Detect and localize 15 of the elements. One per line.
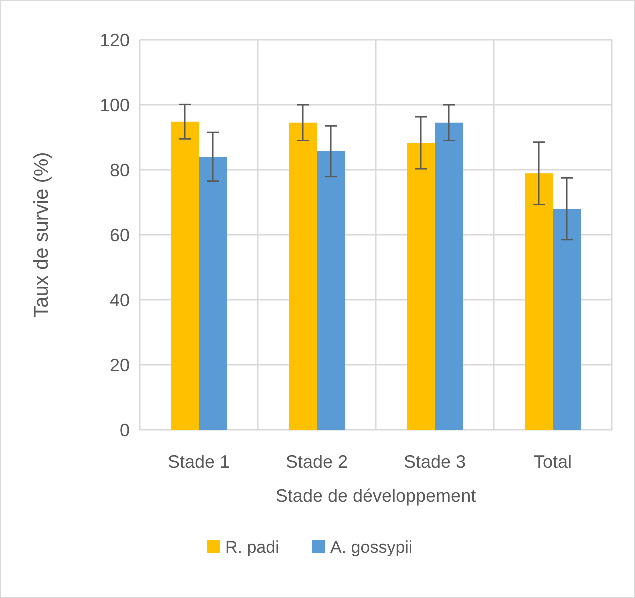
y-tick-label: 120 xyxy=(100,30,130,50)
y-tick-label: 80 xyxy=(110,160,130,180)
x-tick-label: Stade 1 xyxy=(168,452,230,472)
x-tick-label: Stade 2 xyxy=(286,452,348,472)
y-tick-label: 60 xyxy=(110,225,130,246)
y-tick-label: 20 xyxy=(110,355,130,376)
x-tick-label: Total xyxy=(534,452,572,472)
y-tick-label: 40 xyxy=(110,290,130,310)
legend-label: R. padi xyxy=(226,538,280,557)
x-axis-title: Stade de développement xyxy=(276,486,476,506)
x-tick-label: Stade 3 xyxy=(404,452,466,472)
legend-label: A. gossypii xyxy=(330,538,413,557)
y-tick-label: 100 xyxy=(100,95,130,116)
y-axis-title: Taux de survie (%) xyxy=(31,152,53,318)
y-tick-label: 0 xyxy=(120,420,130,440)
